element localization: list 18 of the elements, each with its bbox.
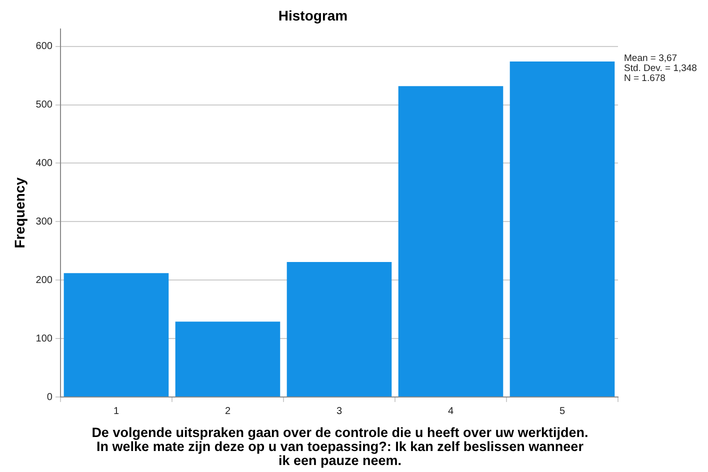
y-tick-label: 0 xyxy=(46,392,53,403)
y-tick-label: 500 xyxy=(36,100,53,111)
x-tick-label: 2 xyxy=(224,406,231,417)
text: Std. Dev. = 1,348 xyxy=(624,63,697,74)
x-tick-label: 1 xyxy=(113,406,120,417)
y-tick-label: 300 xyxy=(36,216,53,228)
y-tick-label: 600 xyxy=(36,41,53,52)
y-tick-label: 400 xyxy=(36,158,53,169)
y-tick-label: 200 xyxy=(36,274,53,286)
y-axis-title: Frequency xyxy=(11,177,28,248)
x-tick-label: 3 xyxy=(336,406,342,417)
text: Mean = 3,67 xyxy=(624,53,678,64)
x-tick-label: 5 xyxy=(559,406,566,417)
text: N = 1.678 xyxy=(624,73,666,84)
chart-title: Histogram xyxy=(278,7,348,24)
y-tick-label: 100 xyxy=(36,333,53,344)
x-axis-title: De volgende uitspraken gaan over de controle die u heeft over uw werktijden. In welke mate zijn deze op u van toepassing?: Ik kan zelf beslissen wanneer ik een pauze neem. xyxy=(90,425,590,468)
x-tick-label: 4 xyxy=(448,406,454,417)
